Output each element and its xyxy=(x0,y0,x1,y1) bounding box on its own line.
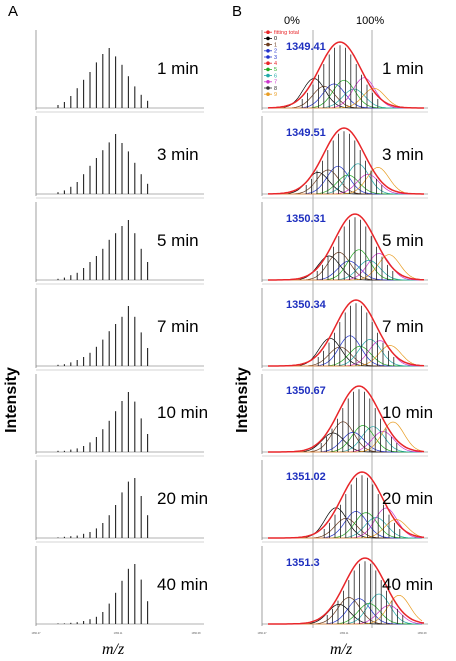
legend-label: 5 xyxy=(274,67,277,73)
y-axis-title-a: Intensity xyxy=(3,367,20,433)
time-label-a: 10 min xyxy=(157,403,208,422)
centroid-label: 1350.34 xyxy=(286,299,327,311)
time-label-b: 10 min xyxy=(382,403,433,422)
fit-total-curve xyxy=(268,385,425,453)
panel-b-ticks: 1350.27 1350.11 1350.08 xyxy=(257,632,427,635)
legend-label: fitting total xyxy=(274,30,299,36)
fit-component-curve xyxy=(272,603,422,625)
time-label-b: 5 min xyxy=(382,231,424,250)
tick-label-b: 1350.27 xyxy=(257,632,267,635)
fit-component-curve xyxy=(272,340,422,367)
panel-a-ticks: 1350.27 1350.11 1350.08 xyxy=(31,632,201,635)
fit-total-curve xyxy=(268,213,425,281)
time-label-a: 1 min xyxy=(157,59,199,78)
time-label-a: 20 min xyxy=(157,489,208,508)
time-label-a: 40 min xyxy=(157,575,208,594)
tick-label-b: 1350.08 xyxy=(417,632,427,635)
fit-component-curve xyxy=(272,86,422,109)
fit-component-curve xyxy=(272,87,422,109)
centroid-label: 1350.31 xyxy=(286,213,326,225)
centroid-label: 1349.51 xyxy=(286,127,326,139)
legend-label: 2 xyxy=(274,49,277,55)
centroid-label: 1349.41 xyxy=(286,41,326,53)
fit-component-curve xyxy=(272,345,423,367)
time-label-b: 3 min xyxy=(382,145,424,164)
centroid-label: 1351.3 xyxy=(286,557,320,569)
legend-label: 7 xyxy=(274,80,277,86)
fit-component-curve xyxy=(272,597,422,625)
legend-label: 0 xyxy=(274,36,277,42)
centroid-label: 1350.67 xyxy=(286,385,326,397)
fit-total-curve xyxy=(268,127,424,195)
legend-label: 4 xyxy=(274,61,277,67)
time-label-a: 3 min xyxy=(157,145,199,164)
centroid-label: 1351.02 xyxy=(286,471,326,483)
legend-label: 9 xyxy=(274,92,277,98)
time-label-b: 1 min xyxy=(382,59,424,78)
fit-component-curve xyxy=(272,163,422,195)
legend-label: 6 xyxy=(274,73,277,79)
fit-component-curve xyxy=(272,252,422,281)
fit-component-curve xyxy=(272,78,422,109)
fit-total-curve xyxy=(268,557,425,625)
legend-label: 3 xyxy=(274,55,277,61)
tick-label-a: 1350.11 xyxy=(114,632,123,635)
time-label-b: 20 min xyxy=(382,489,433,508)
fit-component-curve xyxy=(272,598,422,625)
fit-total-curve xyxy=(268,471,425,539)
fit-component-curve xyxy=(272,253,422,281)
time-label-a: 5 min xyxy=(157,231,199,250)
legend-label: 8 xyxy=(274,86,277,92)
fit-component-curve xyxy=(272,255,422,281)
time-label-b: 40 min xyxy=(382,575,433,594)
x-axis-title-b: m/z xyxy=(330,641,353,658)
fit-component-curve xyxy=(272,79,422,109)
fit-component-curve xyxy=(272,167,422,195)
panel-a-spectra: 1 min 3 min 5 min 7 min 10 min 20 min 40 min 13… xyxy=(31,30,208,635)
tick-label-b: 1350.11 xyxy=(340,632,349,635)
tick-label-a: 1350.27 xyxy=(31,632,41,635)
fit-component-curve xyxy=(272,426,422,453)
tick-label-a: 1350.08 xyxy=(191,632,201,635)
percent-low-label: 0% xyxy=(284,15,300,27)
fit-total-curve xyxy=(268,299,425,367)
fit-component-curve xyxy=(272,83,422,109)
percent-high-label: 100% xyxy=(356,15,384,27)
legend-label: 1 xyxy=(274,42,277,48)
panel-letter-a: A xyxy=(8,3,18,20)
panel-letter-b: B xyxy=(232,3,242,20)
time-label-a: 7 min xyxy=(157,317,199,336)
time-label-b: 7 min xyxy=(382,317,424,336)
fit-component-curve xyxy=(272,254,423,281)
fit-component-curve xyxy=(272,339,422,367)
fit-component-curve xyxy=(272,425,422,453)
x-axis-title-a: m/z xyxy=(102,641,125,658)
fit-component-curve xyxy=(272,421,423,453)
fit-total-curve xyxy=(267,41,424,109)
y-axis-title-b: Intensity xyxy=(234,367,251,433)
